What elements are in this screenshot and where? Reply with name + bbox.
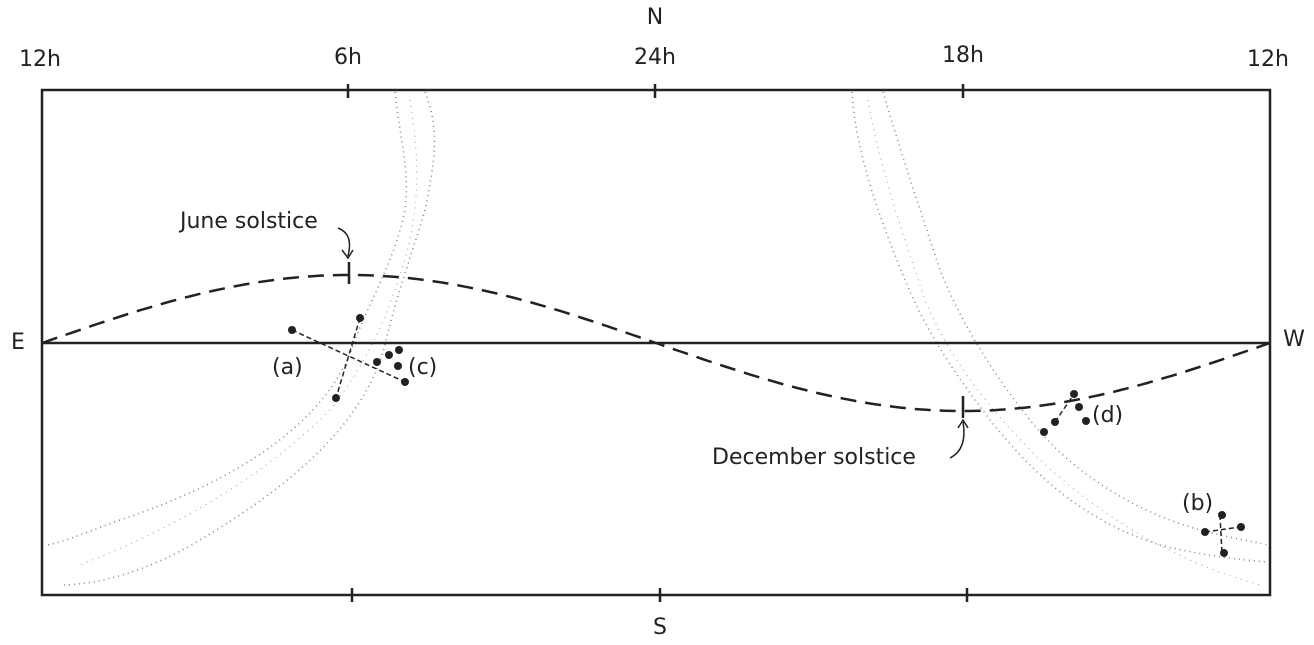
north-label: N bbox=[647, 5, 663, 30]
south-label: S bbox=[653, 615, 667, 640]
star bbox=[356, 314, 364, 322]
arrowhead bbox=[342, 250, 353, 258]
milky-way-band bbox=[883, 92, 1268, 545]
star bbox=[1201, 528, 1209, 536]
star bbox=[1237, 523, 1245, 531]
star bbox=[1051, 418, 1059, 426]
star bbox=[385, 351, 393, 359]
milky-way-band bbox=[80, 100, 417, 565]
milky-way-band bbox=[45, 92, 406, 545]
star bbox=[373, 358, 381, 366]
hour-label: 12h bbox=[19, 47, 61, 72]
star bbox=[1075, 403, 1083, 411]
star bbox=[332, 394, 340, 402]
star bbox=[401, 378, 409, 386]
star bbox=[1220, 549, 1228, 557]
asterism-line bbox=[292, 318, 1240, 553]
annotation: June solstice bbox=[178, 209, 318, 234]
star bbox=[1040, 428, 1048, 436]
leader bbox=[950, 422, 964, 458]
star bbox=[394, 362, 402, 370]
sky-map: N S E W 12h 6h 24h 18h 12h June solstice… bbox=[0, 0, 1314, 645]
group-label: (b) bbox=[1182, 491, 1213, 516]
star bbox=[288, 326, 296, 334]
group-label: (d) bbox=[1092, 403, 1123, 428]
star bbox=[395, 346, 403, 354]
east-label: E bbox=[11, 330, 25, 355]
group-label: (a) bbox=[272, 355, 303, 380]
star bbox=[1070, 390, 1078, 398]
group-label: (c) bbox=[408, 355, 437, 380]
hour-label: 6h bbox=[334, 45, 362, 70]
hour-label: 18h bbox=[942, 43, 984, 68]
star bbox=[1082, 417, 1090, 425]
milky-way-band bbox=[60, 92, 434, 585]
annotation: December solstice bbox=[712, 445, 916, 470]
stars bbox=[288, 314, 1245, 557]
west-label: W bbox=[1283, 327, 1305, 352]
hour-label: 12h bbox=[1247, 47, 1289, 72]
star bbox=[1218, 511, 1226, 519]
hour-label: 24h bbox=[634, 45, 676, 70]
